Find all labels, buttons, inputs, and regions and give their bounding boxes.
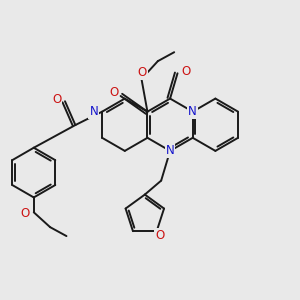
Text: N: N [89, 105, 98, 118]
Text: O: O [52, 93, 61, 106]
Text: O: O [155, 229, 164, 242]
Text: O: O [181, 65, 190, 78]
Text: O: O [20, 207, 29, 220]
Text: O: O [109, 86, 119, 99]
Text: N: N [166, 144, 175, 158]
Text: O: O [137, 66, 147, 79]
Text: N: N [188, 105, 197, 118]
